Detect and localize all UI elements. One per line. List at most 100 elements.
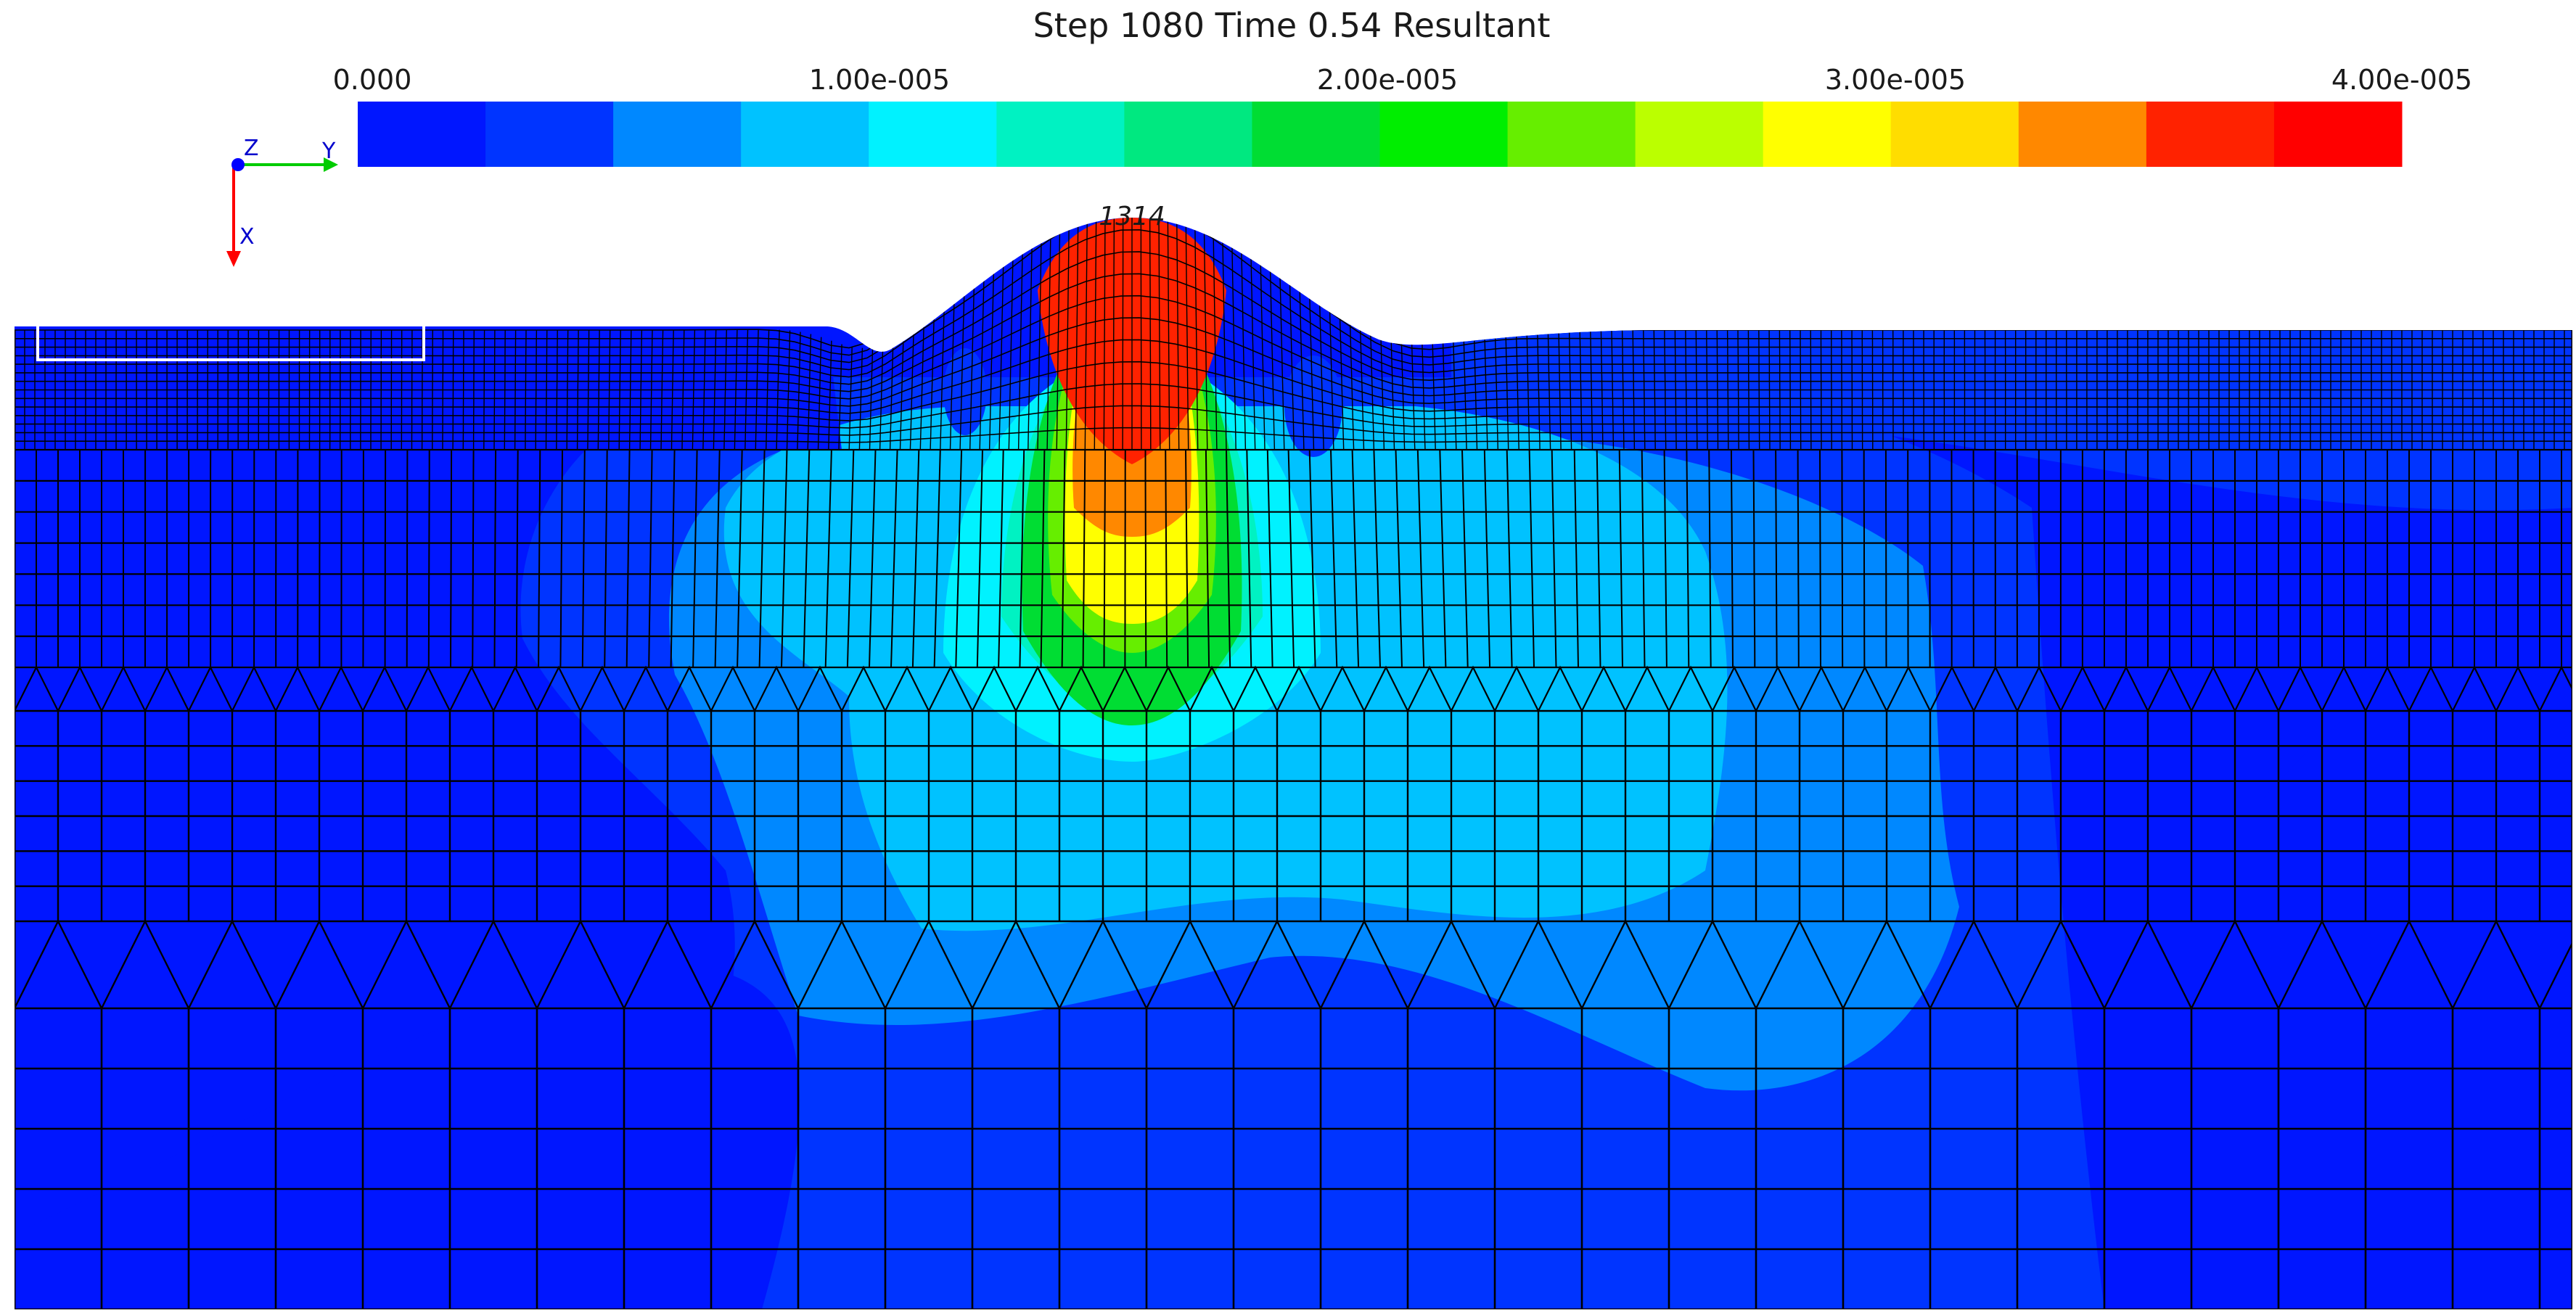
mesh-line bbox=[1674, 329, 1677, 450]
mesh-line bbox=[1266, 449, 1273, 668]
mesh-line bbox=[1339, 310, 1345, 450]
mesh-line bbox=[472, 329, 475, 450]
mesh-line bbox=[15, 229, 2572, 378]
z-axis-label: Z bbox=[244, 136, 259, 161]
mesh-line bbox=[1600, 329, 1604, 450]
mesh-line bbox=[930, 300, 935, 450]
mesh-line bbox=[955, 449, 963, 668]
mesh-line bbox=[1075, 218, 1080, 450]
mesh-line bbox=[911, 449, 920, 668]
mesh-line bbox=[1621, 329, 1625, 450]
mesh-line bbox=[15, 665, 2572, 712]
mesh-line bbox=[846, 449, 855, 668]
mesh-line bbox=[649, 329, 653, 450]
mesh-line bbox=[1800, 330, 1802, 450]
mesh-line bbox=[1184, 218, 1189, 450]
mesh-line bbox=[604, 449, 608, 668]
mesh-line bbox=[869, 346, 874, 450]
mesh-line bbox=[1526, 329, 1530, 450]
mesh-line bbox=[670, 449, 676, 668]
mesh-line bbox=[1380, 335, 1385, 450]
mesh-line bbox=[1351, 449, 1360, 668]
colorbar-swatch bbox=[485, 102, 614, 167]
mesh-line bbox=[1205, 449, 1210, 668]
mesh-line bbox=[1330, 449, 1338, 668]
mesh-line bbox=[1819, 449, 1821, 668]
mesh-line bbox=[1094, 218, 1097, 450]
mesh-line bbox=[1246, 449, 1252, 668]
mesh-line bbox=[1373, 449, 1381, 668]
colorbar-swatch bbox=[613, 102, 742, 167]
mesh-line bbox=[817, 337, 822, 450]
mesh-line bbox=[493, 449, 497, 668]
mesh-line bbox=[1416, 449, 1425, 668]
mesh-line bbox=[940, 291, 946, 450]
mesh-line bbox=[1370, 331, 1375, 450]
mesh-line bbox=[1082, 449, 1086, 668]
mesh-line bbox=[639, 329, 643, 450]
mesh-line bbox=[538, 449, 541, 668]
y-axis-arrowhead bbox=[324, 157, 338, 172]
mesh-line bbox=[432, 329, 433, 450]
mesh-line bbox=[1359, 324, 1365, 450]
mesh-line bbox=[1547, 329, 1551, 450]
mesh-line bbox=[1505, 330, 1509, 450]
mesh-line bbox=[1494, 331, 1498, 450]
mesh-line bbox=[737, 449, 743, 668]
mesh-line bbox=[1708, 449, 1712, 668]
mesh-line bbox=[959, 274, 966, 450]
mesh-line bbox=[515, 449, 519, 668]
mesh-line bbox=[15, 295, 2572, 400]
colorbar-swatch bbox=[1507, 102, 1636, 167]
mesh-line bbox=[452, 329, 454, 450]
mesh-line bbox=[1596, 449, 1601, 668]
plot-title: Step 1080 Time 0.54 Resultant bbox=[1033, 6, 1551, 45]
mesh-line bbox=[1259, 239, 1266, 450]
mesh-line bbox=[628, 329, 632, 450]
mesh-line bbox=[15, 317, 2572, 407]
colorbar-swatch bbox=[2146, 102, 2275, 167]
mesh-line bbox=[1400, 341, 1406, 450]
mesh-line bbox=[504, 329, 506, 450]
mesh-line bbox=[1483, 449, 1491, 668]
mesh-line bbox=[427, 450, 430, 668]
mesh-line bbox=[766, 329, 770, 450]
mesh-line bbox=[838, 344, 842, 450]
colorbar-tick-label: 2.00e-005 bbox=[1316, 64, 1459, 96]
mesh-line bbox=[979, 257, 985, 450]
mesh-line bbox=[15, 218, 2572, 371]
mesh-line bbox=[988, 248, 995, 450]
colorbar-swatch bbox=[741, 102, 869, 167]
mesh-line bbox=[1279, 258, 1285, 450]
mesh-line bbox=[1473, 332, 1478, 450]
mesh-line bbox=[858, 347, 864, 450]
mesh-line bbox=[1779, 329, 1781, 450]
mesh-line bbox=[15, 339, 2572, 414]
mesh-line bbox=[1422, 341, 1426, 450]
colorbar-tick-label: 3.00e-005 bbox=[1824, 64, 1966, 96]
colorbar-tick-label: 1.00e-005 bbox=[808, 64, 951, 96]
mesh-line bbox=[828, 340, 832, 450]
colorbar-swatch bbox=[996, 102, 1125, 167]
mesh-line bbox=[1820, 330, 1822, 450]
mesh-line bbox=[15, 273, 2572, 392]
mesh-line bbox=[1308, 284, 1315, 450]
mesh-line bbox=[1027, 218, 1033, 450]
mesh-line bbox=[1810, 329, 1812, 450]
mesh-line bbox=[1863, 450, 1866, 668]
colorbar-swatch bbox=[2018, 102, 2147, 167]
mesh-line bbox=[1768, 329, 1771, 450]
mesh-line bbox=[608, 329, 611, 450]
mesh-line bbox=[1611, 329, 1615, 450]
mesh-line bbox=[597, 329, 600, 450]
colorbar-swatch bbox=[1124, 102, 1252, 167]
mesh-line bbox=[1641, 449, 1646, 668]
mesh-line bbox=[406, 449, 409, 668]
colorbar-tick-label: 4.00e-005 bbox=[2331, 64, 2473, 96]
mesh-line bbox=[824, 449, 832, 668]
mesh-line bbox=[745, 329, 749, 450]
mesh-line bbox=[1484, 332, 1488, 450]
z-axis-dot bbox=[231, 158, 245, 171]
mesh-line bbox=[1442, 338, 1447, 450]
mesh-line bbox=[797, 332, 801, 450]
